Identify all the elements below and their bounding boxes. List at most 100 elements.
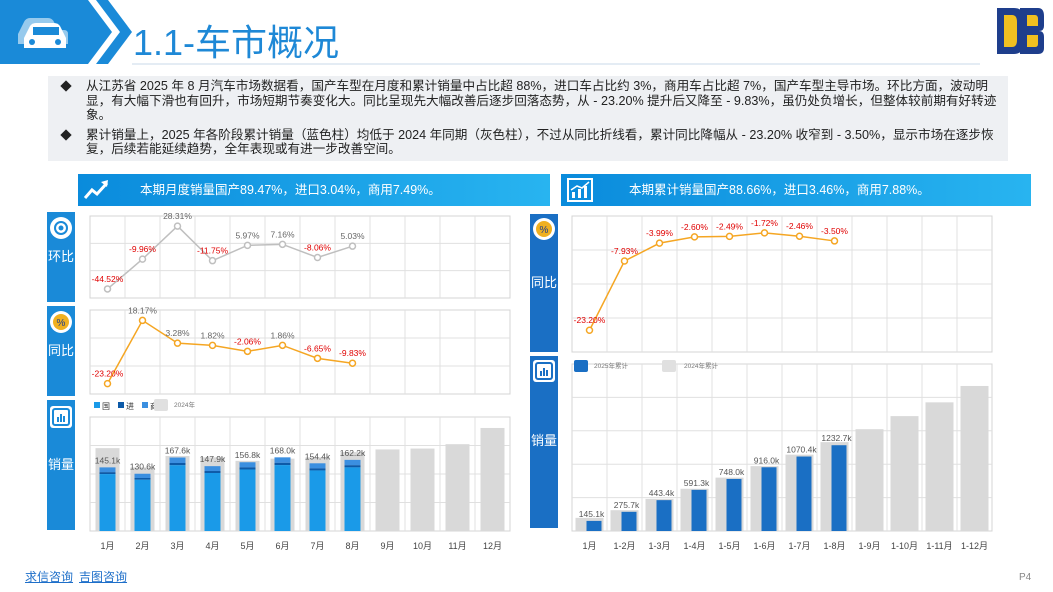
right-banner: 本期累计销量国产88.66%，进口3.46%，商用7.88%。 [561, 174, 1031, 206]
x-tick-label: 1-7月 [788, 541, 810, 551]
mom-point [103, 285, 112, 293]
target-icon [50, 217, 72, 239]
data-label: 1232.7k [821, 433, 852, 443]
bar-chart-icon [533, 360, 555, 382]
data-label: -3.99% [646, 228, 673, 238]
data-label: -23.20% [574, 315, 606, 325]
data-label: 154.4k [305, 451, 331, 461]
car-icon [18, 18, 68, 48]
bar-2024-cumulative [855, 429, 884, 531]
page-number: P4 [1019, 572, 1032, 583]
data-label: -6.65% [304, 343, 331, 353]
data-label: 167.6k [165, 446, 191, 456]
side-label-cum-yoy: % 同比 [530, 214, 558, 352]
yoy-point [103, 379, 112, 388]
data-label: 3.28% [165, 328, 190, 338]
x-tick-label: 1-8月 [823, 541, 845, 551]
bar-domestic [344, 467, 361, 531]
mom-point [313, 253, 322, 262]
bar-2025-cumulative [586, 520, 602, 531]
data-label: 275.7k [614, 500, 640, 510]
bar-2025-cumulative [726, 478, 742, 531]
x-tick-label: 5月 [240, 541, 254, 551]
legend-label: 2024年 [174, 400, 195, 409]
footer-links: 求信咨询 吉图咨询 [25, 568, 133, 585]
side-label-sales: 销量 [47, 400, 75, 530]
bullet-text: 累计销量上，2025 年各阶段累计销量（蓝色柱）均低于 2024 年同期（灰色柱… [86, 127, 994, 157]
x-tick-label: 11月 [448, 541, 466, 551]
side-label-text: 销量 [47, 457, 74, 472]
data-label: -44.52% [92, 274, 124, 284]
side-label-yoy: % 同比 [47, 306, 75, 396]
cum-yoy-point [795, 232, 804, 240]
percent-icon: % [50, 311, 72, 333]
bar-domestic [239, 469, 256, 531]
company-logo [997, 8, 1044, 54]
side-label-cum-sales: 销量 [530, 356, 558, 528]
bar-2024 [375, 449, 400, 531]
bar-2024-cumulative [960, 385, 989, 531]
bar-2025-cumulative [621, 511, 637, 531]
side-label-mom: 环比 [47, 212, 75, 302]
data-label: 916.0k [754, 455, 780, 465]
cumulative_yoy-series-line [588, 232, 835, 331]
data-label: -7.93% [611, 246, 638, 256]
mom-point [243, 241, 252, 250]
footer-link[interactable]: 求信咨询 [25, 570, 74, 584]
left-banner-text: 本期月度销量国产89.47%，进口3.04%，商用7.49%。 [140, 183, 441, 197]
bar-commercial [99, 467, 116, 473]
bar-commercial [239, 462, 256, 468]
mom-point [208, 256, 217, 265]
cum-yoy-point [690, 233, 699, 241]
legend-swatch [662, 360, 676, 372]
data-label: 7.16% [270, 229, 295, 239]
x-tick-label: 1-5月 [718, 541, 740, 551]
left-banner: 本期月度销量国产89.47%，进口3.04%，商用7.49%。 [78, 174, 550, 206]
data-label: 1.86% [270, 330, 295, 340]
data-label: -2.46% [786, 221, 813, 231]
legend-label: 2025年累计 [594, 361, 628, 370]
monthly_mom-series-line [107, 225, 353, 290]
bar-domestic [169, 465, 186, 531]
legend-label: 国 [102, 402, 110, 411]
data-label: -9.96% [129, 244, 156, 254]
side-label-text: 销量 [530, 433, 557, 448]
legend-swatch [154, 399, 168, 411]
data-label: 28.31% [163, 211, 192, 221]
bar-2024-cumulative [890, 416, 919, 531]
x-tick-label: 1-12月 [961, 541, 988, 551]
svg-text:%: % [57, 318, 66, 329]
yoy-point [138, 316, 147, 325]
summary-bullet: 从江苏省 2025 年 8 月汽车市场数据看，国产车型在月度和累计销量中占比超 … [56, 79, 1000, 123]
bar-import [309, 468, 326, 471]
bar-chart-icon [50, 406, 72, 428]
data-label: 748.0k [719, 467, 745, 477]
bar-import [344, 465, 361, 468]
footer-link[interactable]: 吉图咨询 [79, 570, 128, 584]
x-tick-label: 2月 [135, 541, 149, 551]
cum-yoy-point [725, 232, 734, 241]
x-tick-label: 6月 [275, 541, 289, 551]
legend-swatch [574, 360, 588, 372]
yoy-point [243, 347, 252, 356]
yoy-point [173, 339, 182, 347]
yoy-point [208, 341, 217, 350]
data-label: 168.0k [270, 445, 296, 455]
summary-bullets: 从江苏省 2025 年 8 月汽车市场数据看，国产车型在月度和累计销量中占比超 … [48, 76, 1008, 161]
summary-bullet: 累计销量上，2025 年各阶段累计销量（蓝色柱）均低于 2024 年同期（灰色柱… [56, 128, 1000, 157]
svg-text:%: % [540, 225, 549, 236]
bar-import [239, 467, 256, 470]
cum-yoy-point [585, 326, 594, 334]
bar-2024 [410, 448, 435, 531]
bar-import [274, 462, 291, 466]
x-tick-label: 8月 [345, 541, 359, 551]
x-tick-label: 4月 [205, 541, 219, 551]
bar-2025-cumulative [761, 467, 777, 531]
bar-2024-cumulative [925, 402, 954, 531]
bar-2025-cumulative [656, 500, 672, 531]
x-tick-label: 1月 [582, 541, 596, 551]
data-label: -8.06% [304, 242, 331, 252]
data-label: -2.60% [681, 222, 708, 232]
monthly_yoy-series-line [106, 319, 353, 384]
yoy-point [278, 341, 287, 350]
